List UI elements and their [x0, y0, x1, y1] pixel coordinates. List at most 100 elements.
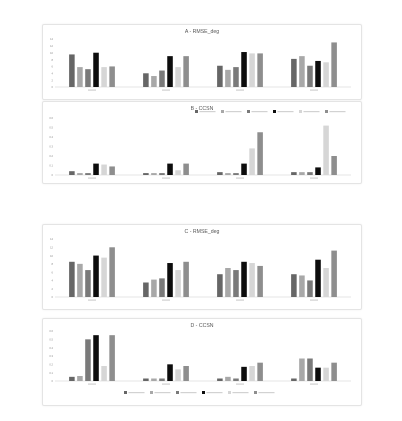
chart-a-bar [109, 66, 115, 87]
chart-d-legend-swatch [176, 391, 179, 394]
chart-d-ytick: 0.3 [49, 354, 53, 358]
chart-b-category-label [310, 177, 318, 179]
chart-d-bar [183, 366, 189, 381]
chart-c-ytick: 0 [52, 295, 54, 299]
chart-a-ytick: 14 [50, 37, 53, 41]
chart-a-bar [217, 65, 223, 87]
chart-b-bar [323, 125, 329, 175]
chart-a-bar [151, 76, 157, 87]
chart-d-bar [175, 369, 181, 381]
chart-b-bar [315, 167, 321, 175]
chart-a-category-label [162, 89, 170, 91]
chart-c-bar [299, 275, 305, 297]
chart-b-legend-swatch [299, 110, 302, 113]
chart-d-legend-swatch [150, 391, 153, 394]
chart-c-title: C - RMSE_deg [185, 229, 220, 235]
chart-c-bar [85, 270, 91, 297]
chart-d-title: D - CCSN [190, 323, 213, 329]
chart-d-legend-swatch [228, 391, 231, 394]
chart-d-bar [291, 378, 297, 381]
chart-a-bar [233, 67, 239, 87]
chart-a-bar [249, 53, 255, 87]
chart-d-legend-entry [128, 392, 145, 394]
chart-c-bar [241, 261, 247, 297]
chart-b-legend-entry [277, 111, 294, 113]
chart-b-bar [93, 163, 99, 175]
chart-d-category-label [162, 383, 170, 385]
chart-c-ytick: 14 [50, 237, 53, 241]
chart-d-ytick: 0.2 [49, 363, 53, 367]
chart-d-bar [69, 376, 75, 381]
chart-d-legend-entry [180, 392, 197, 394]
chart-d-legend-entry [154, 392, 171, 394]
chart-c-bar [233, 270, 239, 297]
chart-d-bar [299, 358, 305, 381]
chart-a-bar [183, 56, 189, 87]
chart-c-category-label [88, 299, 96, 301]
chart-c-ytick: 12 [50, 245, 53, 249]
chart-d-bar [307, 358, 313, 381]
chart-b-bar [307, 172, 313, 175]
chart-d-bar [233, 378, 239, 381]
chart-a-bar [257, 53, 263, 87]
chart-a-bar [101, 67, 107, 87]
chart-c-bar [77, 263, 83, 297]
chart-b-category-label [88, 177, 96, 179]
chart-c-ytick: 2 [52, 287, 54, 291]
chart-b-ytick: 0.2 [49, 154, 53, 158]
chart-d-ytick: 0.5 [49, 338, 53, 342]
chart-c-ytick: 10 [50, 254, 53, 258]
chart-b-bar [331, 156, 337, 175]
chart-c-bar [291, 274, 297, 297]
chart-c-bar [93, 255, 99, 297]
chart-b-legend-swatch [247, 110, 250, 113]
chart-a-bar [175, 67, 181, 87]
chart-d-legend-swatch [202, 391, 205, 394]
chart-d-bar [109, 335, 115, 381]
chart-c-bar [217, 274, 223, 297]
chart-c-bar [249, 263, 255, 297]
chart-a-ytick: 12 [50, 44, 53, 48]
chart-a-bar [315, 60, 321, 87]
chart-b-legend-entry [251, 111, 268, 113]
chart-b-bar [151, 173, 157, 175]
chart-b-legend-swatch [273, 110, 276, 113]
chart-c-bar [175, 270, 181, 297]
chart-a-bar [69, 54, 75, 87]
chart-c-category-label [310, 299, 318, 301]
chart-b-bar [291, 172, 297, 175]
chart-d-bar [85, 339, 91, 381]
chart-c-category-label [162, 299, 170, 301]
chart-d-legend-swatch [254, 391, 257, 394]
chart-b-bar [233, 173, 239, 175]
chart-b-bar [167, 163, 173, 175]
chart-b-title: B - CCSN [191, 106, 214, 112]
chart-a-ytick: 8 [52, 58, 54, 62]
chart-d-bar [167, 364, 173, 381]
chart-a-bar [331, 42, 337, 87]
chart-panel-c: C - RMSE_deg 14 12 10 8 6 4 2 0 [42, 224, 362, 310]
chart-d-legend-entry [258, 392, 275, 394]
chart-d-bar [315, 367, 321, 381]
chart-b-ytick: 0.4 [49, 135, 53, 139]
chart-d-legend-entry [206, 392, 223, 394]
chart-d-ytick: 0.6 [49, 329, 53, 333]
chart-b-legend-entry [199, 111, 216, 113]
chart-c-ytick: 6 [52, 270, 54, 274]
chart-d-bar [331, 362, 337, 381]
chart-b-legend-entry [329, 111, 346, 113]
chart-c-bar [151, 279, 157, 297]
chart-b-category-label [162, 177, 170, 179]
chart-a-bar [241, 52, 247, 87]
chart-b-legend-entry [303, 111, 320, 113]
chart-c-ytick: 8 [52, 262, 54, 266]
chart-b-legend-entry [225, 111, 242, 113]
chart-b-bar [183, 163, 189, 175]
chart-b-bar [217, 172, 223, 175]
chart-a-svg: A - RMSE_deg 14 12 10 8 6 4 2 0 [50, 29, 351, 91]
chart-b-bar [159, 173, 165, 175]
chart-d-ytick: 0.1 [49, 371, 53, 375]
chart-b-bar [249, 148, 255, 175]
chart-b-bar [257, 132, 263, 175]
chart-a-bar [85, 69, 91, 87]
